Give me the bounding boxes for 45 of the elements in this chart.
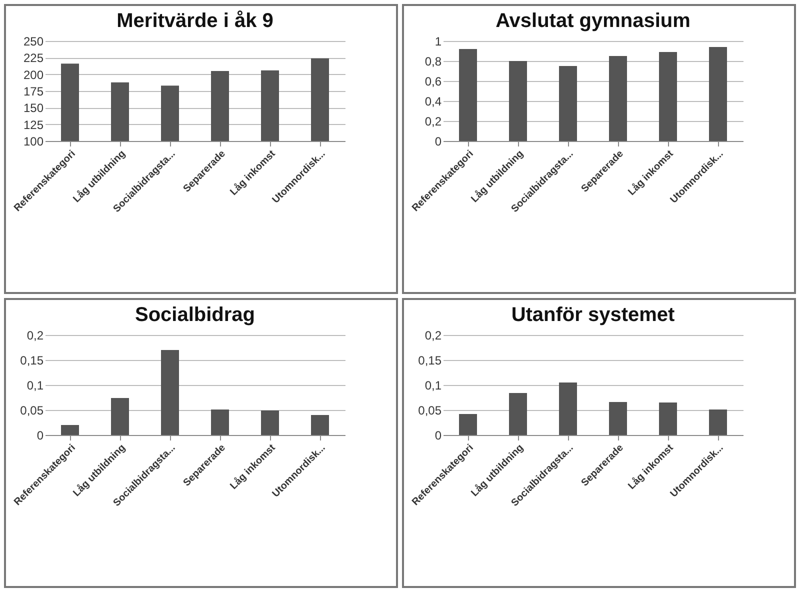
y-tick-label: 0,05: [20, 404, 44, 418]
y-tick-label: 0: [36, 428, 44, 442]
bar: [609, 56, 627, 141]
y-tick-label: 0,05: [418, 404, 442, 418]
y-tick-label: 0,6: [424, 74, 442, 88]
y-tick-label: 0: [434, 134, 442, 148]
y-tick-label: 175: [23, 84, 44, 98]
bar: [61, 425, 79, 435]
bar: [161, 350, 179, 435]
bar: [459, 49, 477, 141]
y-tick-label: 200: [23, 68, 44, 82]
y-tick-label: 125: [23, 118, 44, 132]
bar: [609, 402, 627, 435]
bar: [211, 410, 229, 435]
y-tick-label: 0,2: [424, 328, 442, 342]
chart-title: Socialbidrag: [134, 304, 256, 326]
chart-title: Utanför systemet: [511, 304, 676, 326]
y-tick-label: 250: [23, 34, 44, 48]
y-tick-label: 0,2: [26, 328, 44, 342]
y-tick-label: 0,1: [424, 378, 442, 392]
bar: [509, 61, 527, 141]
y-tick-label: 1: [434, 34, 442, 48]
bar: [459, 414, 477, 435]
bar: [709, 410, 727, 435]
y-tick-label: 0,2: [424, 114, 442, 128]
y-tick-label: 150: [23, 101, 44, 116]
y-tick-label: 0,1: [26, 378, 44, 392]
bar: [311, 415, 329, 435]
y-tick-label: 0,4: [424, 94, 442, 108]
y-tick-label: 0,15: [418, 354, 442, 368]
y-tick-label: 0: [434, 428, 442, 442]
bar: [709, 47, 727, 141]
chart-title: Avslutat gymnasium: [496, 10, 690, 32]
bar: [111, 398, 129, 435]
bar: [659, 402, 677, 435]
bar: [559, 382, 577, 435]
bar: [659, 52, 677, 141]
bar: [559, 66, 577, 141]
y-tick-label: 0,15: [20, 354, 44, 368]
y-tick-label: 0,8: [424, 54, 442, 68]
chart-title: Meritvärde i åk 9: [116, 10, 274, 32]
y-tick-label: 100: [23, 134, 44, 148]
bar: [509, 393, 527, 435]
y-tick-label: 225: [23, 51, 44, 66]
bar: [261, 410, 279, 435]
